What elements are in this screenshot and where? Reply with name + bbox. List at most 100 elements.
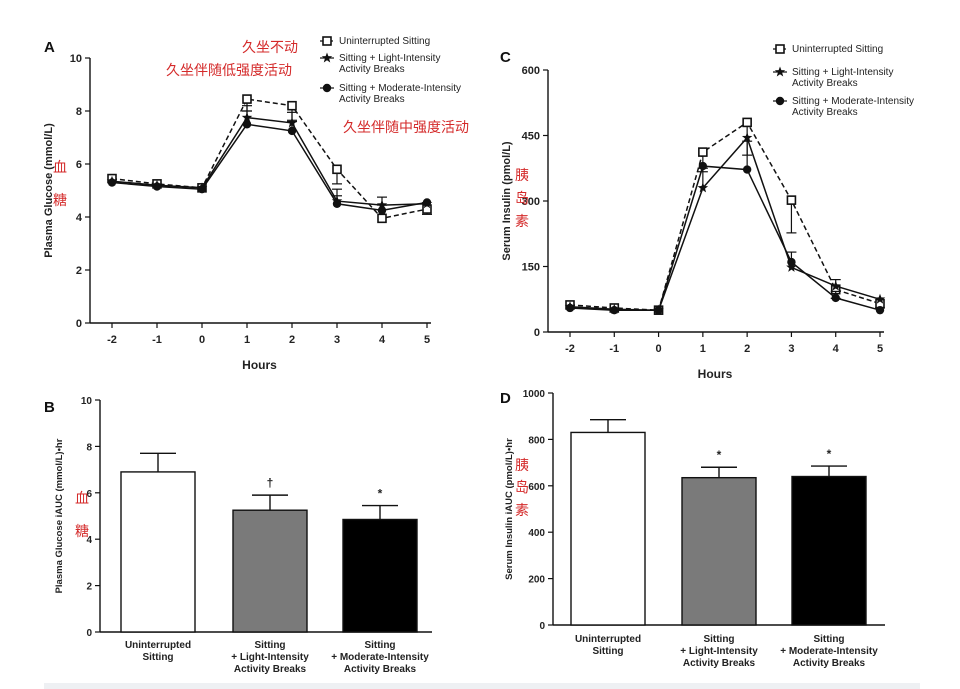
panel-letter: B <box>44 399 55 416</box>
significance-mark: * <box>717 448 722 462</box>
category-label: Sitting <box>703 634 734 645</box>
data-point <box>874 293 886 304</box>
series-line <box>569 165 881 311</box>
bar <box>791 475 867 626</box>
category-label: + Light-Intensity <box>231 652 309 663</box>
y-tick-label: 8 <box>86 442 92 453</box>
category-label: Activity Breaks <box>793 658 866 669</box>
data-point <box>610 305 619 315</box>
x-axis-label: Hours <box>242 358 277 372</box>
significance-mark: † <box>267 476 274 490</box>
data-point <box>377 206 387 215</box>
legend-symbol <box>775 96 785 106</box>
category-label: Activity Breaks <box>683 658 756 669</box>
bar <box>570 431 646 626</box>
x-tick-label: -2 <box>107 334 117 346</box>
y-tick-label: 150 <box>522 262 540 274</box>
category-label: Activity Breaks <box>344 664 417 675</box>
legend-entry: Uninterrupted Sitting <box>339 36 430 47</box>
data-point <box>287 126 297 136</box>
bar <box>120 471 196 633</box>
legend-entry: Sitting + Moderate-Intensity <box>339 83 461 94</box>
data-point <box>787 257 796 267</box>
x-tick-label: 0 <box>656 343 662 355</box>
x-tick-label: 4 <box>379 334 386 346</box>
data-point <box>830 280 841 291</box>
y-tick-label: 0 <box>534 327 540 339</box>
panel-d: D Serum Insulin iAUC (pmol/L)•hr 0 200 400 60… <box>500 389 885 669</box>
panel-letter: A <box>44 39 55 56</box>
category-label: Sitting <box>254 640 285 651</box>
cn-annotation: 血 <box>75 491 89 507</box>
data-point <box>875 305 885 315</box>
cn-annotation: 素 <box>515 503 529 519</box>
data-point <box>742 117 752 128</box>
legend-marker <box>773 66 787 77</box>
data-point <box>197 184 207 194</box>
x-axis-label: Hours <box>698 367 733 381</box>
data-point <box>786 261 797 272</box>
significance-mark: * <box>827 447 832 461</box>
legend-entry: Sitting + Moderate-Intensity <box>792 96 914 107</box>
x-tick-label: 3 <box>334 334 340 346</box>
category-label: Sitting <box>592 646 623 657</box>
x-tick-label: -1 <box>609 343 619 355</box>
data-point <box>697 182 709 193</box>
data-point <box>422 198 432 207</box>
cn-annotation: 岛 <box>515 480 529 496</box>
bottom-strip <box>44 683 920 689</box>
legend-marker <box>773 44 787 54</box>
x-tick-label: 3 <box>788 343 794 355</box>
series-circle <box>565 140 885 315</box>
y-tick-label: 0 <box>86 628 92 639</box>
cn-annotation: 糖 <box>53 193 67 209</box>
x-tick-label: -1 <box>152 334 162 346</box>
data-point <box>152 182 162 191</box>
data-point <box>698 147 708 157</box>
legend-entry: Activity Breaks <box>792 107 858 118</box>
y-tick-label: 0 <box>539 621 545 632</box>
data-point <box>242 94 252 104</box>
category-label: Uninterrupted <box>575 634 641 645</box>
y-tick-label: 4 <box>86 535 92 546</box>
y-tick-label: 1000 <box>523 389 546 400</box>
significance-mark: * <box>378 487 383 501</box>
data-point <box>377 213 387 224</box>
category-label: Activity Breaks <box>234 664 307 675</box>
series-line <box>569 121 881 311</box>
series-circle <box>107 110 432 215</box>
data-point <box>742 165 752 174</box>
bar <box>342 518 418 633</box>
data-point <box>786 195 797 205</box>
category-label: + Moderate-Intensity <box>331 652 429 663</box>
legend-marker <box>773 96 787 106</box>
x-tick-label: 2 <box>289 334 295 346</box>
y-axis-label: Serum Insulin iAUC (pmol/L)•hr <box>504 438 515 580</box>
legend-symbol <box>322 36 332 46</box>
legend-symbol <box>322 83 332 93</box>
data-point <box>565 303 575 313</box>
data-point <box>698 161 708 171</box>
y-tick-label: 200 <box>528 575 545 586</box>
cn-annotation: 久坐伴随低强度活动 <box>166 63 292 79</box>
x-tick-label: 1 <box>700 343 706 355</box>
x-tick-label: 0 <box>199 334 205 346</box>
y-tick-label: 6 <box>76 159 82 171</box>
legend-marker <box>320 52 334 63</box>
legend-entry: Sitting + Light-Intensity <box>792 67 893 78</box>
panel-a: A Plasma Glucose (mmol/L) 0 2 4 6 8 10 -2 -1 0 1 2 3 4… <box>43 36 469 372</box>
data-point <box>654 305 663 315</box>
cn-annotation: 胰 <box>515 458 529 474</box>
y-tick-label: 6 <box>86 489 92 500</box>
category-label: Uninterrupted <box>125 640 191 651</box>
series-line <box>569 136 881 311</box>
data-point <box>831 293 840 303</box>
legend-entry: Sitting + Light-Intensity <box>339 53 440 64</box>
panel-letter: C <box>500 49 511 66</box>
data-point <box>242 120 252 129</box>
y-tick-label: 8 <box>76 106 82 118</box>
category-label: + Light-Intensity <box>680 646 758 657</box>
bar <box>232 509 308 633</box>
